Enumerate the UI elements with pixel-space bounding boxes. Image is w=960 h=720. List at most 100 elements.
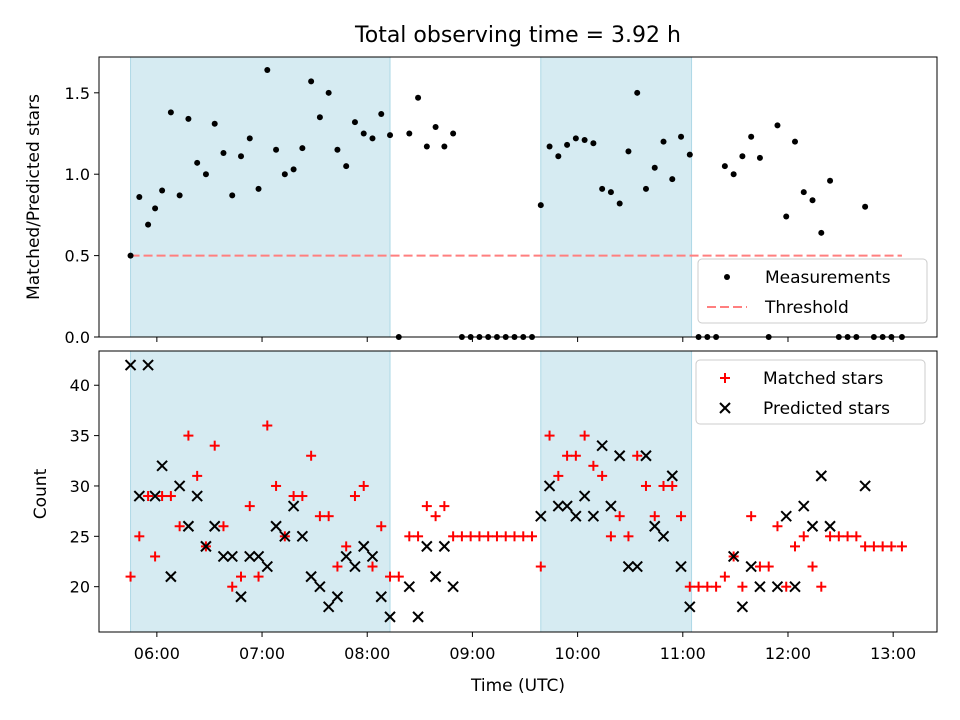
top-ytick-label-3: 1.0	[65, 165, 90, 184]
bottom-point-1-45	[509, 531, 520, 542]
top-point-1-14	[238, 153, 245, 160]
bottom-point-1-88	[886, 541, 897, 552]
bottom-legend: Matched stars Predicted stars	[695, 359, 926, 425]
bottom-point-1-23	[314, 511, 325, 522]
top-point-1-21	[299, 145, 306, 152]
bottom-point-1-86	[868, 541, 879, 552]
top-point-1-51	[564, 141, 571, 148]
bottom-point-1-9	[192, 470, 203, 481]
bottom-point-1-77	[789, 541, 800, 552]
xtick-label-3: 08:00	[344, 644, 390, 663]
xtick-label-1: 06:00	[134, 644, 180, 663]
bottom-point-1-68	[711, 581, 722, 592]
bottom-point-2-46	[605, 500, 617, 512]
bottom-point-1-26	[341, 541, 352, 552]
bottom-point-1-81	[825, 531, 836, 542]
bottom-shaded-interval-1	[130, 351, 391, 632]
bottom-point-2-49	[631, 560, 643, 573]
bottom-point-2-65	[815, 470, 828, 482]
bottom-point-2-56	[727, 550, 740, 563]
top-point-1-22	[308, 78, 315, 85]
top-point-1-13	[229, 192, 236, 199]
top-point-1-59	[634, 89, 641, 96]
bottom-point-1-48	[535, 561, 546, 572]
bottom-point-1-87	[877, 541, 888, 552]
bottom-point-1-41	[474, 531, 485, 542]
top-point-1-63	[669, 176, 676, 183]
bottom-point-1-51	[562, 450, 573, 461]
top-legend: Measurements Threshold	[697, 258, 928, 324]
top-point-1-11	[211, 120, 218, 127]
bottom-point-2-51	[649, 520, 661, 532]
bottom-point-2-31	[384, 611, 396, 623]
bottom-point-1-11	[209, 440, 220, 451]
bottom-point-2-44	[587, 510, 600, 522]
top-shaded-interval-2	[540, 57, 692, 337]
bottom-point-2-35	[429, 570, 442, 583]
bottom-point-1-47	[527, 531, 538, 542]
bottom-point-2-27	[349, 560, 361, 573]
xtick-label-7: 12:00	[765, 644, 811, 663]
bottom-point-1-84	[851, 531, 862, 542]
chart-title: Total observing time = 3.92 h	[354, 23, 681, 48]
bottom-point-1-75	[772, 521, 783, 532]
bottom-point-1-62	[658, 480, 669, 491]
bottom-point-2-58	[745, 560, 757, 573]
bottom-point-2-4	[149, 490, 161, 502]
bottom-point-2-30	[375, 591, 387, 603]
bottom-point-1-85	[860, 541, 871, 552]
bottom-point-2-29	[366, 550, 379, 563]
top-point-1-77	[791, 138, 798, 145]
bottom-point-1-59	[632, 450, 643, 461]
bottom-point-1-24	[323, 511, 334, 522]
top-point-1-71	[739, 153, 746, 160]
bottom-point-2-36	[438, 540, 451, 553]
bottom-point-1-52	[570, 450, 581, 461]
bottom-point-2-22	[305, 570, 317, 583]
top-point-1-48	[537, 202, 544, 209]
top-point-1-72	[748, 133, 755, 140]
bottom-series-predicted-stars	[124, 359, 871, 623]
top-point-1-76	[783, 213, 790, 220]
bottom-point-2-60	[771, 580, 784, 593]
bottom-point-1-60	[640, 480, 651, 491]
bottom-y-axis-label: Count	[31, 468, 51, 519]
bottom-point-2-39	[543, 480, 556, 492]
xtick-label-8: 13:00	[870, 644, 916, 663]
bottom-point-1-61	[649, 511, 660, 522]
top-y-axis-label: Matched/Predicted stars	[24, 94, 44, 300]
bottom-point-2-12	[217, 550, 230, 563]
bottom-point-1-5	[157, 491, 168, 502]
bottom-legend-label-2: Predicted stars	[763, 399, 890, 419]
top-series-measurements	[127, 67, 905, 340]
bottom-point-1-2	[134, 531, 145, 542]
top-point-1-20	[290, 166, 297, 173]
top-point-1-3	[145, 221, 152, 228]
top-point-1-27	[351, 119, 358, 126]
bottom-point-1-20	[288, 491, 299, 502]
bottom-point-1-54	[588, 460, 599, 471]
bottom-ytick-label-2: 25	[70, 527, 90, 546]
bottom-point-2-3	[142, 359, 154, 371]
bottom-point-2-18	[270, 520, 282, 532]
top-point-1-55	[599, 185, 606, 192]
bottom-point-2-48	[622, 560, 635, 573]
top-legend-label-1: Measurements	[765, 268, 891, 288]
top-point-1-23	[316, 114, 323, 121]
top-point-1-19	[281, 171, 288, 178]
top-legend-label-2: Threshold	[764, 298, 849, 318]
top-point-1-29	[369, 135, 376, 142]
bottom-point-2-34	[421, 540, 433, 553]
bottom-point-1-15	[244, 501, 255, 512]
xtick-label-6: 11:00	[660, 644, 706, 663]
top-point-1-35	[423, 143, 430, 150]
bottom-point-1-83	[842, 531, 853, 542]
top-point-1-52	[572, 135, 579, 142]
bottom-point-2-6	[165, 570, 177, 583]
top-point-1-4	[152, 205, 159, 212]
bottom-point-2-41	[561, 500, 573, 512]
bottom-point-1-78	[798, 531, 809, 542]
bottom-point-1-1	[125, 571, 136, 582]
bottom-point-2-42	[570, 510, 582, 522]
top-point-1-80	[818, 229, 825, 236]
